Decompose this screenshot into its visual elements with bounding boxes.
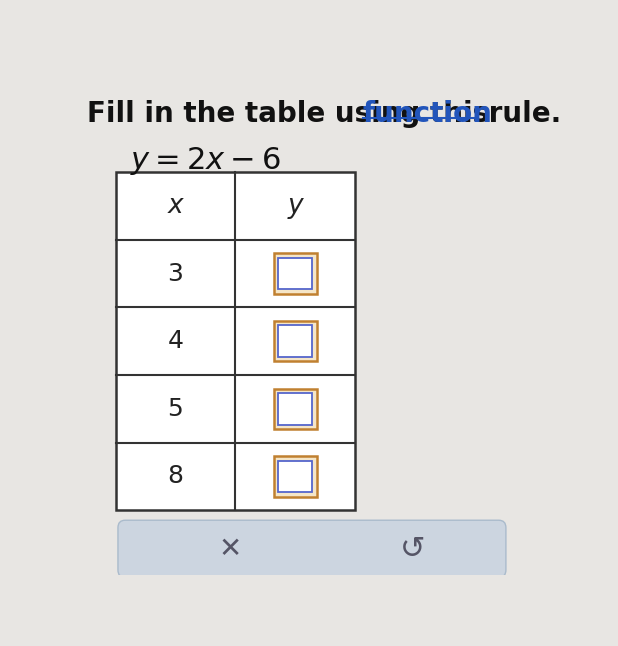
Text: ✕: ✕ — [219, 535, 242, 563]
Bar — [274, 321, 317, 362]
Text: $y = 2x - 6$: $y = 2x - 6$ — [130, 145, 281, 176]
Bar — [116, 172, 355, 510]
Bar — [278, 326, 313, 357]
Bar — [274, 456, 317, 497]
Text: function: function — [363, 100, 493, 128]
Text: 3: 3 — [167, 262, 184, 286]
Text: Fill in the table using this: Fill in the table using this — [87, 100, 499, 128]
Text: x: x — [167, 193, 184, 219]
Text: y: y — [287, 193, 303, 219]
Text: 5: 5 — [167, 397, 184, 421]
Text: 8: 8 — [167, 464, 184, 488]
Bar — [278, 461, 313, 492]
Bar — [274, 388, 317, 429]
Bar — [274, 253, 317, 294]
Text: 4: 4 — [167, 329, 184, 353]
Text: rule.: rule. — [478, 100, 561, 128]
Text: ↺: ↺ — [400, 535, 425, 563]
Bar — [278, 393, 313, 424]
FancyBboxPatch shape — [118, 520, 506, 578]
Bar — [278, 258, 313, 289]
